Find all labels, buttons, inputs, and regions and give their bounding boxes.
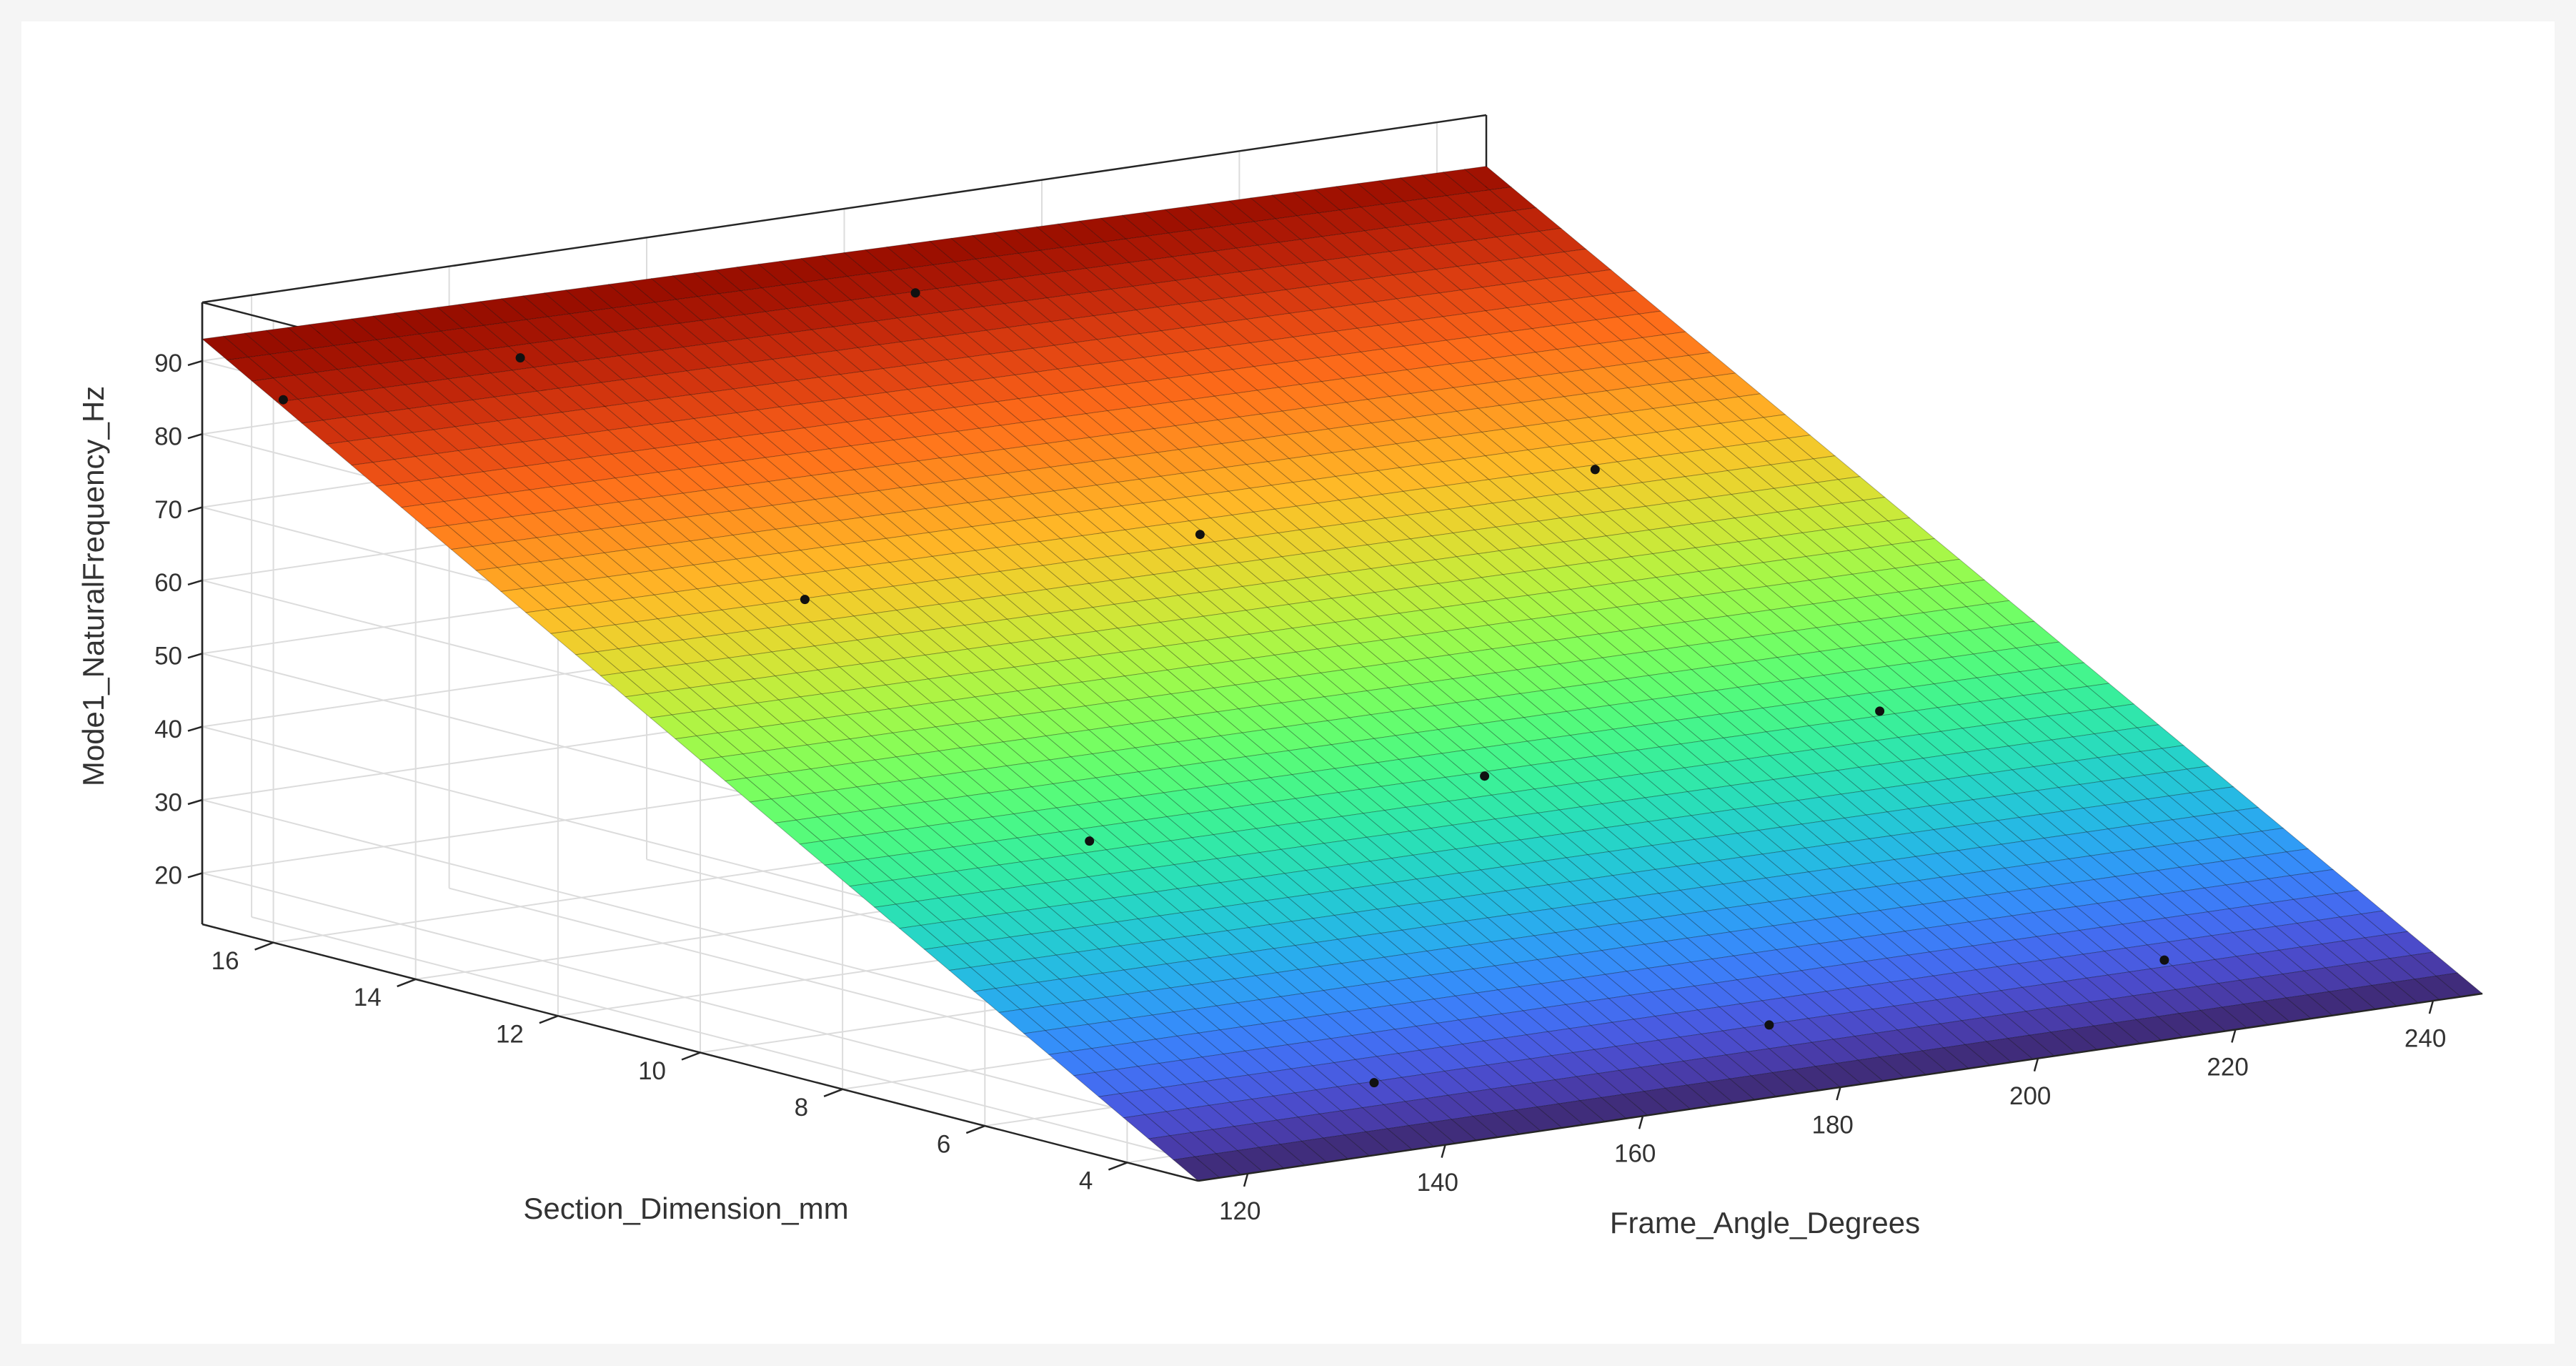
x-tick-label: 160 [1614,1140,1656,1168]
x-tick [2033,1058,2039,1072]
x-tick-label: 240 [2405,1024,2446,1052]
data-point [1875,706,1885,716]
y-tick-label: 6 [937,1130,950,1158]
y-tick [823,1088,843,1097]
axis-labels: Frame_Angle_Degrees Section_Dimension_mm… [76,386,1920,1239]
surface-patch [1463,166,1513,191]
data-point [1369,1078,1379,1088]
surface-patch [1912,538,1961,563]
z-tick [187,653,203,659]
z-tick-label: 20 [154,862,182,890]
surface-patch [1812,455,1861,480]
z-tick-label: 30 [154,788,182,816]
plot-panel: 120 140 160 180 200 220 240 4 6 8 10 12 14 16 20 30 40 50… [21,21,2555,1344]
surface-mesh[interactable] [201,166,2484,1182]
data-point [910,288,920,298]
x-tick [1638,1115,1644,1129]
y-tick-label: 14 [354,984,382,1011]
x-tick [2231,1029,2237,1043]
x-tick-label: 180 [1812,1111,1854,1139]
data-point [1195,530,1205,540]
surface-patch [1887,517,1936,543]
z-tick [187,872,203,879]
z-tick [187,579,203,586]
box-edge-back-top [202,114,1487,304]
grid-line-x-floor [251,916,1248,1174]
x-tick [1243,1173,1249,1187]
z-tick-label: 40 [154,716,182,743]
y-tick [397,978,417,988]
x-tick-label: 140 [1417,1169,1458,1197]
data-point [2159,955,2169,965]
y-tick [254,941,274,951]
z-tick-label: 70 [154,496,182,524]
x-tick-label: 120 [1219,1197,1260,1225]
data-point [1764,1020,1774,1030]
y-tick [681,1051,701,1061]
data-point [515,353,525,363]
x-tick-label: 200 [2009,1082,2051,1110]
z-tick [187,360,203,367]
z-tick-label: 80 [154,422,182,450]
x-tick-label: 220 [2207,1054,2248,1082]
data-point [278,395,288,405]
data-point [800,595,810,605]
z-tick [187,433,203,440]
y-axis-label: Section_Dimension_mm [523,1192,848,1225]
z-tick [187,506,203,513]
z-axis-label: Mode1_NaturalFrequency_Hz [76,386,110,786]
surface-patch [1738,393,1786,418]
surface-patch [2111,703,2160,728]
tick-labels: 120 140 160 180 200 220 240 4 6 8 10 12 14 16 20 30 40 50… [154,350,2446,1225]
z-tick-label: 90 [154,350,182,377]
x-tick [1836,1087,1841,1101]
data-point [1085,836,1095,846]
x-tick [1441,1144,1446,1158]
y-tick-label: 10 [638,1057,666,1085]
z-tick-label: 60 [154,569,182,597]
surface-patch [1713,372,1761,397]
y-tick [1108,1162,1128,1171]
y-tick-label: 8 [795,1094,808,1122]
y-tick [965,1124,985,1134]
z-tick-label: 50 [154,643,182,670]
y-tick-label: 4 [1079,1167,1093,1195]
x-tick [2428,1000,2435,1014]
y-tick-label: 12 [496,1020,524,1048]
z-tick [187,798,203,806]
surface-patch [2211,786,2259,811]
data-points [278,288,2169,1088]
surface-chart[interactable]: 120 140 160 180 200 220 240 4 6 8 10 12 14 16 20 30 40 50… [21,21,2555,1344]
x-axis-label: Frame_Angle_Degrees [1610,1206,1920,1239]
axes [187,302,2483,1187]
z-tick [187,726,203,732]
data-point [1590,465,1600,475]
y-tick-label: 16 [212,947,239,975]
y-tick [539,1015,559,1024]
data-point [1480,771,1490,781]
